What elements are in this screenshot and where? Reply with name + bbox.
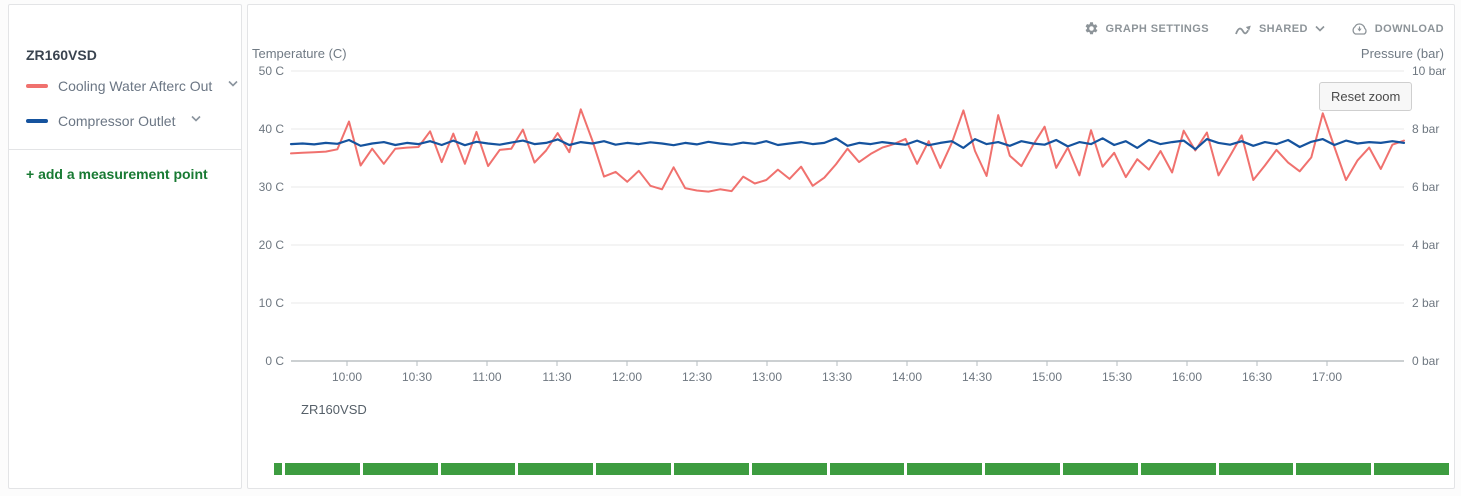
sidebar-divider (9, 149, 241, 150)
availability-segment[interactable] (673, 463, 749, 475)
availability-segment[interactable] (285, 463, 360, 475)
svg-text:16:30: 16:30 (1242, 370, 1272, 384)
svg-text:0 bar: 0 bar (1412, 354, 1439, 368)
series-color-swatch (26, 119, 48, 123)
cloud-download-icon (1352, 22, 1367, 35)
svg-text:11:00: 11:00 (472, 370, 501, 384)
availability-segment[interactable] (596, 463, 671, 475)
svg-text:11:30: 11:30 (542, 370, 571, 384)
chevron-down-icon[interactable] (191, 115, 202, 123)
svg-text:12:30: 12:30 (682, 370, 712, 384)
graph-settings-button[interactable]: GRAPH SETTINGS (1084, 21, 1209, 36)
chart-footer-label: ZR160VSD (301, 402, 367, 417)
availability-segment[interactable] (829, 463, 905, 475)
chart-panel: GRAPH SETTINGS SHARED DOWNLOAD (247, 4, 1455, 489)
availability-segment[interactable] (274, 463, 282, 475)
share-trend-icon (1235, 25, 1251, 34)
svg-text:2 bar: 2 bar (1412, 296, 1439, 310)
svg-text:6 bar: 6 bar (1412, 180, 1439, 194)
availability-segment[interactable] (907, 463, 983, 475)
legend-item-cooling-water-afterc-out[interactable]: Cooling Water Afterc Out (26, 78, 238, 94)
sidebar: ZR160VSD Cooling Water Afterc Out Compre… (8, 4, 242, 489)
download-button[interactable]: DOWNLOAD (1351, 22, 1444, 36)
svg-text:14:00: 14:00 (892, 370, 922, 384)
availability-segment[interactable] (1218, 463, 1294, 475)
svg-text:16:00: 16:00 (1172, 370, 1202, 384)
gear-icon (1085, 22, 1097, 35)
svg-text:40 C: 40 C (259, 122, 285, 136)
graph-settings-label: GRAPH SETTINGS (1105, 22, 1209, 35)
legend-label: Compressor Outlet (58, 113, 176, 129)
svg-text:10 bar: 10 bar (1412, 65, 1446, 78)
svg-text:4 bar: 4 bar (1412, 238, 1439, 252)
availability-segment[interactable] (985, 463, 1060, 475)
availability-segment[interactable] (362, 463, 438, 475)
svg-text:10 C: 10 C (259, 296, 285, 310)
svg-text:12:00: 12:00 (612, 370, 642, 384)
download-label: DOWNLOAD (1374, 22, 1444, 35)
shared-button[interactable]: SHARED (1235, 22, 1325, 36)
device-title: ZR160VSD (26, 47, 97, 63)
availability-segment[interactable] (751, 463, 827, 475)
svg-text:13:00: 13:00 (752, 370, 782, 384)
series-color-swatch (26, 84, 48, 88)
chart-toolbar: GRAPH SETTINGS SHARED DOWNLOAD (1084, 21, 1444, 36)
chevron-down-icon[interactable] (228, 80, 238, 88)
availability-segment[interactable] (518, 463, 594, 475)
svg-text:10:00: 10:00 (332, 370, 362, 384)
availability-segment[interactable] (1296, 463, 1372, 475)
legend-item-compressor-outlet[interactable]: Compressor Outlet (26, 113, 202, 129)
svg-text:15:30: 15:30 (1102, 370, 1132, 384)
svg-text:8 bar: 8 bar (1412, 122, 1439, 136)
left-axis-title: Temperature (C) (252, 46, 347, 61)
availability-segment[interactable] (1062, 463, 1138, 475)
svg-text:50 C: 50 C (259, 65, 285, 78)
add-measurement-point-link[interactable]: + add a measurement point (26, 166, 208, 182)
chevron-down-icon (1315, 25, 1325, 32)
availability-segment[interactable] (440, 463, 516, 475)
chart-plot-area[interactable]: 50 C 40 C 30 C 20 C 10 C 0 C 10 bar 8 bar 6 bar 4… (248, 64, 1456, 387)
svg-text:30 C: 30 C (259, 180, 285, 194)
right-axis-title: Pressure (bar) (1360, 46, 1444, 61)
shared-label: SHARED (1258, 22, 1308, 35)
svg-text:10:30: 10:30 (402, 370, 432, 384)
legend-label: Cooling Water Afterc Out (58, 78, 213, 94)
svg-text:17:00: 17:00 (1312, 370, 1342, 384)
svg-text:0 C: 0 C (265, 354, 284, 368)
svg-text:14:30: 14:30 (962, 370, 992, 384)
availability-bar[interactable] (274, 463, 1449, 475)
svg-text:13:30: 13:30 (822, 370, 852, 384)
reset-zoom-button[interactable]: Reset zoom (1319, 82, 1413, 111)
availability-segment[interactable] (1374, 463, 1449, 475)
svg-text:20 C: 20 C (259, 238, 285, 252)
svg-text:15:00: 15:00 (1032, 370, 1062, 384)
availability-segment[interactable] (1140, 463, 1216, 475)
